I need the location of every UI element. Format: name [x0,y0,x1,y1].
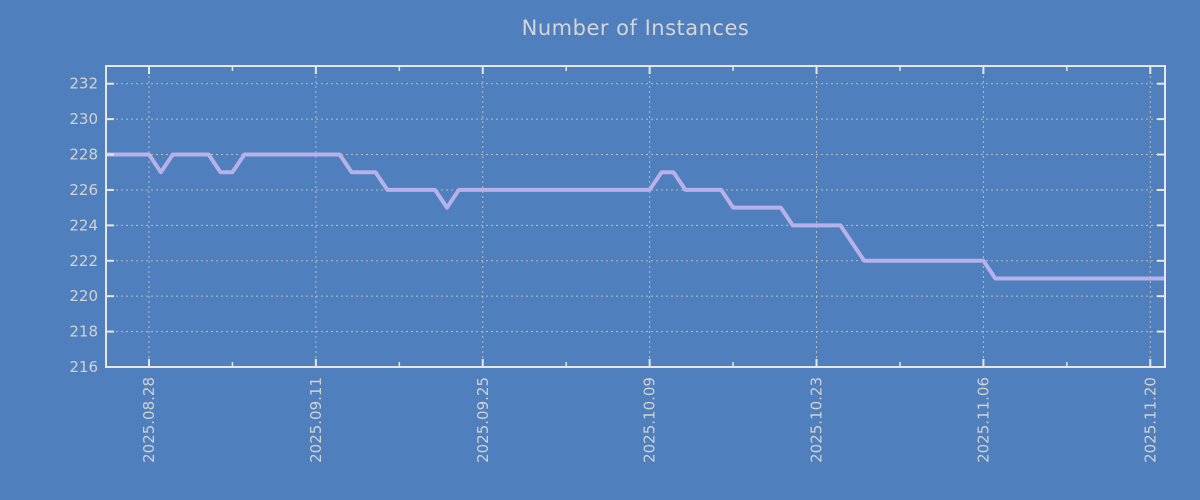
x-tick-label: 2025.09.25 [474,377,492,463]
y-tick-label: 222 [69,252,98,270]
y-tick-label: 226 [69,181,98,199]
y-tick-label: 218 [69,323,98,341]
x-tick-label: 2025.09.11 [307,377,325,463]
y-tick-label: 230 [69,110,98,128]
y-tick-label: 216 [69,358,98,376]
axis-frame [105,65,1166,368]
x-tick-label: 2025.10.09 [641,377,659,463]
y-tick-label: 224 [69,216,98,234]
series-line-instances [106,152,1165,281]
x-tick-label: 2025.08.28 [140,377,158,463]
x-tick-label: 2025.11.06 [974,377,992,463]
y-tick-label: 228 [69,146,98,164]
y-tick-label: 232 [69,75,98,93]
x-tick-label: 2025.10.23 [808,377,826,463]
y-tick-label: 220 [69,287,98,305]
x-tick-label: 2025.11.20 [1141,377,1159,463]
